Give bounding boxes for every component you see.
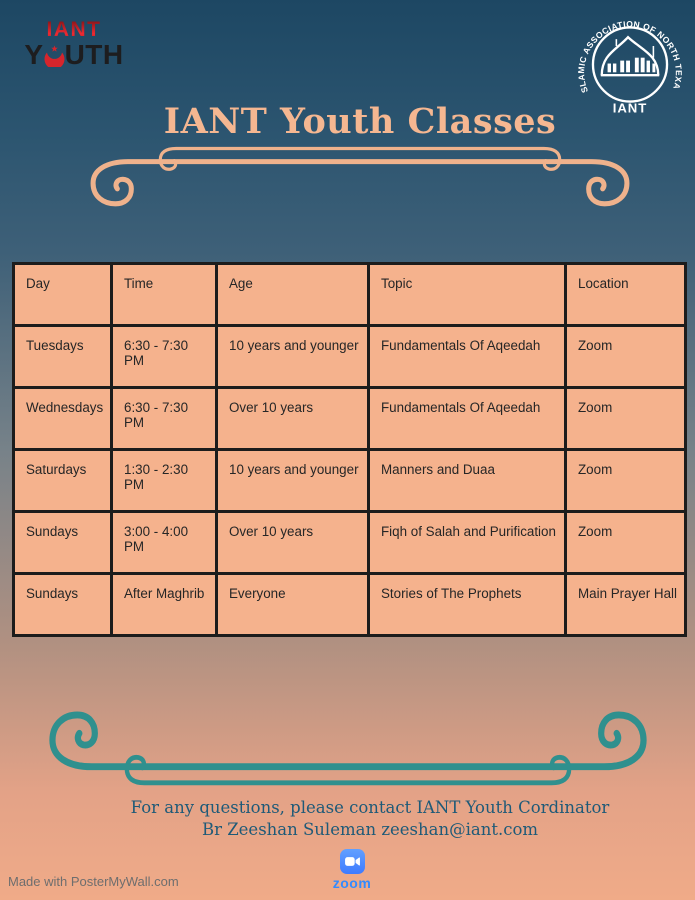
cell-topic: Manners and Duaa: [367, 448, 567, 513]
table-row: Tuesdays 6:30 - 7:30 PM 10 years and you…: [12, 324, 687, 389]
cell-location: Zoom: [564, 324, 687, 389]
youth-letter-y: Y: [24, 39, 44, 70]
mosque-windows: [607, 57, 656, 73]
postermywall-credit: Made with PosterMyWall.com: [8, 874, 179, 889]
cell-time: 6:30 - 7:30 PM: [110, 324, 218, 389]
cell-topic: Fiqh of Salah and Purification: [367, 510, 567, 575]
table-row: Sundays 3:00 - 4:00 PM Over 10 years Fiq…: [12, 510, 687, 575]
cell-day: Wednesdays: [12, 386, 113, 451]
column-header-day: Day: [12, 262, 113, 327]
cell-age: 10 years and younger: [215, 324, 370, 389]
youth-letters-uth: UTH: [64, 39, 124, 70]
cell-topic: Fundamentals Of Aqeedah: [367, 386, 567, 451]
contact-line1: For any questions, please contact IANT Y…: [130, 798, 610, 817]
iant-youth-logo: IANT Y UTH: [15, 19, 133, 69]
page-title: IANT Youth Classes: [163, 101, 557, 142]
column-header-age: Age: [215, 262, 370, 327]
iant-youth-logo-line2: Y UTH: [15, 41, 133, 69]
cell-age: Everyone: [215, 572, 370, 637]
cell-location: Zoom: [564, 386, 687, 451]
cell-time: 6:30 - 7:30 PM: [110, 386, 218, 451]
cell-location: Zoom: [564, 510, 687, 575]
contact-info: For any questions, please contact IANT Y…: [45, 797, 695, 841]
iant-seal-logo: ISLAMIC ASSOCIATION OF NORTH TEXAS IANT: [568, 0, 689, 122]
cell-time: After Maghrib: [110, 572, 218, 637]
cell-time: 3:00 - 4:00 PM: [110, 510, 218, 575]
zoom-logo: zoom: [316, 849, 388, 891]
zoom-wordmark: zoom: [332, 875, 372, 891]
seal-ring-text: ISLAMIC ASSOCIATION OF NORTH TEXAS: [568, 0, 683, 94]
cell-location: Zoom: [564, 448, 687, 513]
cell-age: Over 10 years: [215, 386, 370, 451]
cell-age: Over 10 years: [215, 510, 370, 575]
cell-day: Tuesdays: [12, 324, 113, 389]
cell-age: 10 years and younger: [215, 448, 370, 513]
flourish-divider-top: [90, 146, 630, 207]
column-header-location: Location: [564, 262, 687, 327]
contact-line2: Br Zeeshan Suleman zeeshan@iant.com: [201, 819, 539, 839]
column-header-time: Time: [110, 262, 218, 327]
cell-time: 1:30 - 2:30 PM: [110, 448, 218, 513]
mosque-seal-icon: ISLAMIC ASSOCIATION OF NORTH TEXAS IANT: [568, 0, 684, 115]
cell-day: Sundays: [12, 510, 113, 575]
cell-day: Sundays: [12, 572, 113, 637]
table-row: Wednesdays 6:30 - 7:30 PM Over 10 years …: [12, 386, 687, 451]
schedule-table: Day Time Age Topic Location Tuesdays 6:3…: [12, 262, 687, 637]
table-row: Sundays After Maghrib Everyone Stories o…: [12, 572, 687, 637]
column-header-topic: Topic: [367, 262, 567, 327]
table-row: Saturdays 1:30 - 2:30 PM 10 years and yo…: [12, 448, 687, 513]
svg-text:ISLAMIC ASSOCIATION OF NORTH T: ISLAMIC ASSOCIATION OF NORTH TEXAS: [571, 7, 684, 94]
seal-label: IANT: [613, 100, 648, 115]
zoom-app-icon: [339, 849, 365, 874]
video-camera-icon: [344, 857, 360, 866]
iant-youth-logo-line1: IANT: [15, 19, 133, 40]
table-header-row: Day Time Age Topic Location: [12, 262, 687, 327]
cell-topic: Fundamentals Of Aqeedah: [367, 324, 567, 389]
flourish-divider-bottom: [49, 711, 647, 786]
crescent-star-icon: [44, 45, 65, 67]
cell-topic: Stories of The Prophets: [367, 572, 567, 637]
cell-location: Main Prayer Hall: [564, 572, 687, 637]
cell-day: Saturdays: [12, 448, 113, 513]
